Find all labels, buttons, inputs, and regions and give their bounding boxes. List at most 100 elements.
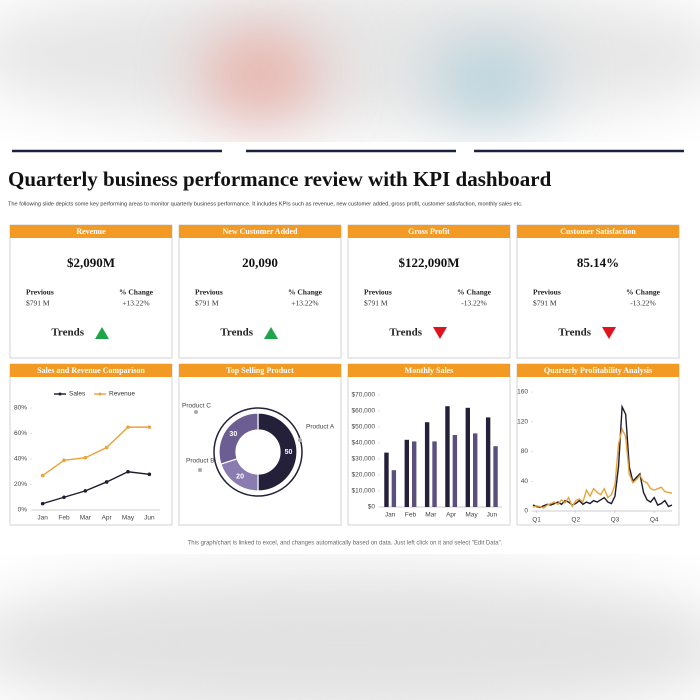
point xyxy=(126,425,130,429)
x-tick-label: May xyxy=(122,515,135,522)
x-tick-label: Q3 xyxy=(611,517,620,524)
category-label: Product B xyxy=(186,458,215,465)
previous-label: Previous xyxy=(533,288,561,297)
y-tick-label: 40 xyxy=(521,478,529,485)
donut-segment xyxy=(218,412,259,465)
point xyxy=(83,489,88,493)
card xyxy=(178,363,342,526)
change-label: % Change xyxy=(457,288,492,297)
series-line xyxy=(42,426,150,477)
point xyxy=(62,495,66,500)
trend-label: Trends xyxy=(558,327,591,339)
y-tick-label: $10,000 xyxy=(352,488,376,495)
y-tick-label: 120 xyxy=(517,418,528,425)
y-tick-label: 0 xyxy=(524,508,528,515)
point xyxy=(147,472,152,477)
bar xyxy=(384,452,389,507)
bar xyxy=(445,406,450,507)
change-label: % Change xyxy=(626,288,661,297)
y-tick-label: $40,000 xyxy=(352,440,376,447)
card-title: Revenue xyxy=(76,227,106,236)
trend-label: Trends xyxy=(220,327,253,339)
blur xyxy=(200,30,320,120)
category-label: Product A xyxy=(306,424,335,431)
y-tick-label: $60,000 xyxy=(352,408,376,415)
point xyxy=(104,480,109,484)
bar xyxy=(493,446,498,507)
blur xyxy=(0,570,700,700)
x-tick-label: Q1 xyxy=(532,517,541,524)
card-header xyxy=(517,225,679,238)
legend-label: Revenue xyxy=(109,391,135,398)
data-label: 30 xyxy=(229,431,237,438)
x-tick-label: Feb xyxy=(405,512,417,519)
card-header xyxy=(517,364,679,377)
card-title: Gross Profit xyxy=(408,227,450,236)
card xyxy=(347,224,511,359)
card-header xyxy=(179,364,341,377)
kpi-value: 85.14% xyxy=(577,255,619,270)
card-title: New Customer Added xyxy=(223,227,299,236)
change-value: -13.22% xyxy=(461,299,487,308)
legend-swatch xyxy=(98,392,102,396)
y-tick-label: $50,000 xyxy=(352,424,376,431)
trend-label: Trends xyxy=(389,327,422,339)
bar xyxy=(452,435,458,507)
previous-value: $791 M xyxy=(364,299,388,308)
kpi-value: $122,090M xyxy=(398,255,459,270)
point xyxy=(40,501,45,506)
bar xyxy=(432,441,437,507)
x-tick-label: Jun xyxy=(144,515,155,522)
y-tick-label: 80 xyxy=(521,448,529,455)
card-header xyxy=(348,364,510,377)
category-label: Product C xyxy=(182,403,211,410)
previous-value: $791 M xyxy=(26,299,50,308)
data-label: 20 xyxy=(236,474,244,481)
card xyxy=(9,363,173,526)
change-value: +13.22% xyxy=(122,299,149,308)
x-tick-label: Jan xyxy=(385,512,396,519)
card-title: Sales and Revenue Comparison xyxy=(37,366,145,375)
bar xyxy=(424,422,430,507)
point xyxy=(147,425,152,429)
legend-label: Sales xyxy=(69,391,86,398)
blur xyxy=(0,0,700,130)
x-tick-label: Jun xyxy=(487,512,498,519)
x-tick-label: Jan xyxy=(37,515,48,522)
trend-arrow xyxy=(95,327,109,339)
point xyxy=(126,469,130,474)
kpi-value: 20,090 xyxy=(242,255,278,270)
point xyxy=(104,445,109,450)
bar xyxy=(391,470,397,507)
y-tick-label: 20% xyxy=(14,481,27,488)
bar xyxy=(465,407,470,507)
x-tick-label: Feb xyxy=(58,515,70,522)
card-header xyxy=(10,225,172,238)
previous-label: Previous xyxy=(195,288,223,297)
x-tick-label: May xyxy=(465,512,478,519)
y-tick-label: 0% xyxy=(18,507,28,514)
point xyxy=(62,458,66,463)
kpi-value: $2,090M xyxy=(67,255,115,270)
card xyxy=(516,363,680,526)
leader-dot xyxy=(198,468,202,472)
card-header xyxy=(348,225,510,238)
y-tick-label: 160 xyxy=(517,389,528,396)
y-tick-label: $70,000 xyxy=(352,392,376,399)
subtitle: The following slide depicts some key per… xyxy=(8,201,523,207)
x-tick-label: Q2 xyxy=(571,517,580,524)
card-title: Quarterly Profitability Analysis xyxy=(544,366,652,375)
y-tick-label: $0 xyxy=(368,504,376,511)
footer: This graph/chart is linked to excel, and… xyxy=(188,541,503,547)
data-label: 50 xyxy=(285,449,293,456)
x-tick-label: Apr xyxy=(446,512,457,519)
trend-arrow xyxy=(602,327,616,339)
previous-label: Previous xyxy=(26,288,54,297)
x-tick-label: Mar xyxy=(425,512,437,519)
y-tick-label: $20,000 xyxy=(352,472,376,479)
previous-label: Previous xyxy=(364,288,392,297)
y-tick-label: $30,000 xyxy=(352,456,376,463)
title: Quarterly business performance review wi… xyxy=(8,167,552,191)
